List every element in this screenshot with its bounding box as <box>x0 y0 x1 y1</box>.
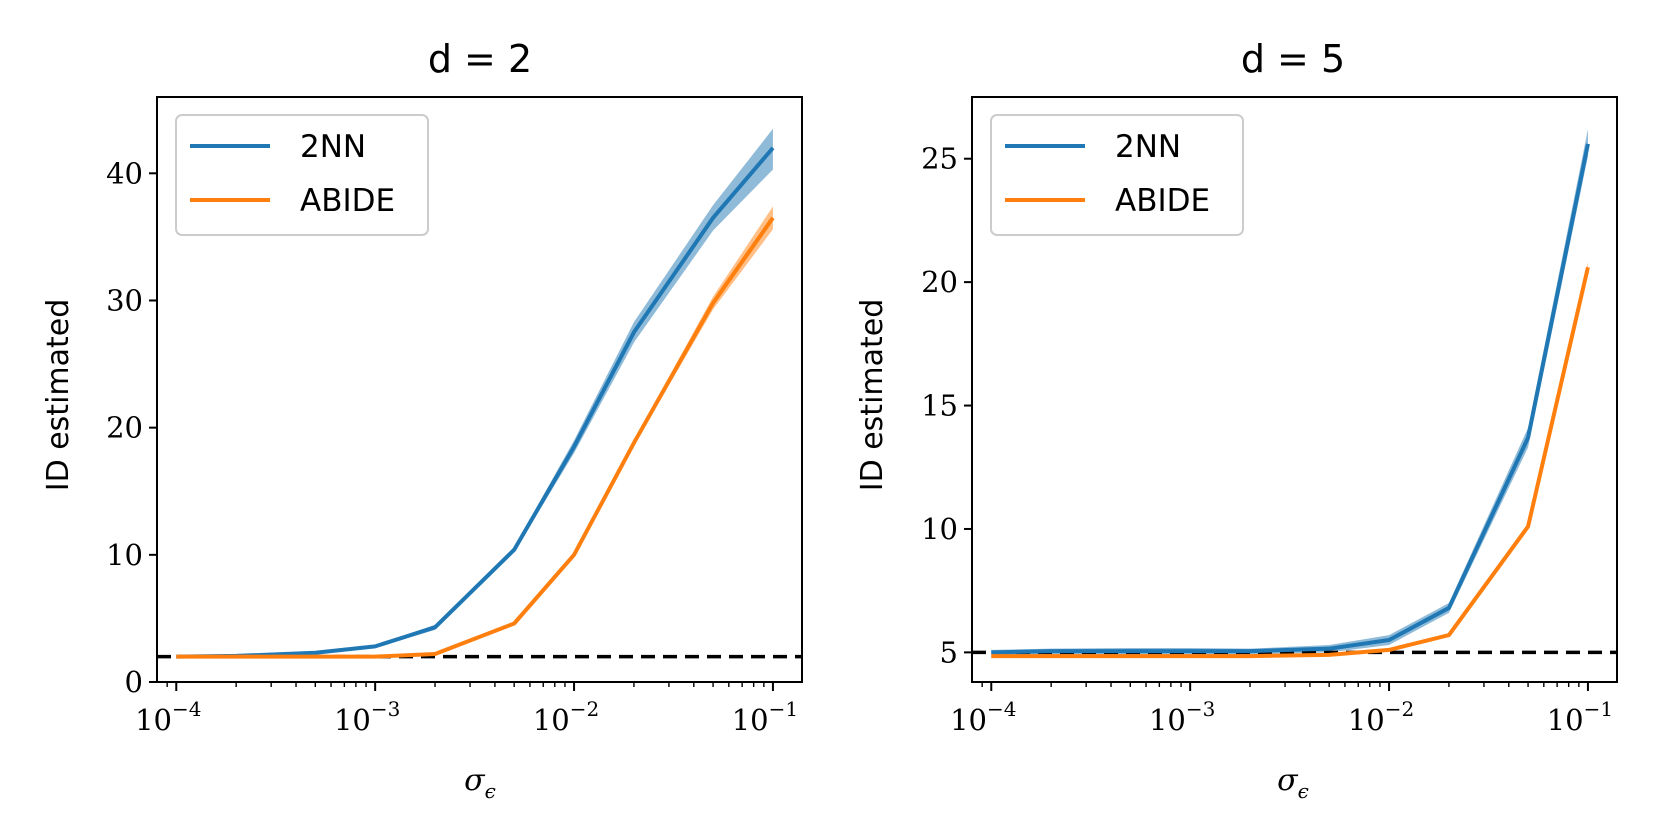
panel-d5-xtick-base: 10 <box>1547 703 1584 737</box>
panel-d2-legend-label-abide: ABIDE <box>300 183 395 219</box>
panel-d2-ytick-label: 20 <box>106 411 143 445</box>
panel-d5-xtick-label: 10−4 <box>950 697 1016 737</box>
panel-d2-xtick-exponent: −3 <box>371 697 400 721</box>
panel-d5-ylabel: ID estimated <box>855 299 890 492</box>
panel-d2-ylabel: ID estimated <box>41 299 76 492</box>
panel-d5-line-2nn <box>991 143 1590 655</box>
panel-d2-xtick-label: 10−4 <box>135 697 201 737</box>
panel-d5-xtick-base: 10 <box>1348 703 1385 737</box>
panel-d2-xtick-base: 10 <box>533 703 570 737</box>
panel-d2-ytick-label: 40 <box>106 156 143 190</box>
panel-d2-legend: 2NN ABIDE <box>175 114 429 236</box>
panel-d2-xtick-base: 10 <box>135 703 172 737</box>
panel-d2-title: d = 2 <box>428 37 532 81</box>
panel-d5-xtick-exponent: −4 <box>987 697 1016 721</box>
panel-d5-ytick-label: 10 <box>921 512 958 546</box>
panel-d2-xlabel: σϵ <box>464 763 496 803</box>
panel-d2-xtick-base: 10 <box>732 703 769 737</box>
panel-d2-xtick-exponent: −1 <box>769 697 798 721</box>
panel-d2-ytick-label: 0 <box>125 665 143 699</box>
panel-d2-xtick-label: 10−2 <box>533 697 599 737</box>
panel-d5-axes-frame <box>971 96 1618 683</box>
panel-d2-xlabel-sub: ϵ <box>485 779 496 803</box>
panel-d5-ytick-label: 20 <box>921 265 958 299</box>
panel-d5-band-abide <box>991 262 1588 658</box>
panel-d5-legend-label-abide: ABIDE <box>1115 183 1210 219</box>
panel-d2-xtick-label: 10−3 <box>334 697 400 737</box>
panel-d5-ytick-label: 5 <box>940 635 958 669</box>
panel-d5-xlabel: σϵ <box>1277 763 1309 803</box>
panel-d2-ytick-label: 30 <box>106 283 143 317</box>
panel-d2-legend-label-2nn: 2NN <box>300 129 366 165</box>
panel-d5-ytick-label: 25 <box>921 142 958 176</box>
panel-d5-xlabel-sub: ϵ <box>1298 779 1309 803</box>
panel-d2-xtick-base: 10 <box>334 703 371 737</box>
panel-d5-legend: 2NN ABIDE <box>990 114 1244 236</box>
panel-d5-xlabel-sigma: σ <box>1277 763 1299 798</box>
panel-d5-title: d = 5 <box>1241 37 1345 81</box>
panel-d2-axes-frame <box>156 96 803 683</box>
panel-d5-xtick-base: 10 <box>1149 703 1186 737</box>
panel-d2-ytick-label: 10 <box>106 538 143 572</box>
panel-d5-line-abide <box>991 266 1590 659</box>
panel-d5-xtick-base: 10 <box>950 703 987 737</box>
panel-d2-xtick-label: 10−1 <box>732 697 798 737</box>
panel-d5-xtick-label: 10−1 <box>1547 697 1613 737</box>
panel-d5-xtick-label: 10−3 <box>1149 697 1215 737</box>
panel-d5-legend-label-2nn: 2NN <box>1115 129 1181 165</box>
panel-d2-line-abide <box>176 216 775 659</box>
panel-d2-xlabel-sigma: σ <box>464 763 486 798</box>
panel-d5-ytick-label: 15 <box>921 389 958 423</box>
panel-d2-line-2nn <box>176 146 775 659</box>
panel-d5-xtick-exponent: −3 <box>1186 697 1215 721</box>
panel-d5-xtick-exponent: −2 <box>1385 697 1414 721</box>
panel-d2-xtick-exponent: −2 <box>570 697 599 721</box>
panel-d5-xtick-label: 10−2 <box>1348 697 1414 737</box>
panel-d2-xtick-exponent: −4 <box>172 697 201 721</box>
panel-d5-xtick-exponent: −1 <box>1584 697 1613 721</box>
